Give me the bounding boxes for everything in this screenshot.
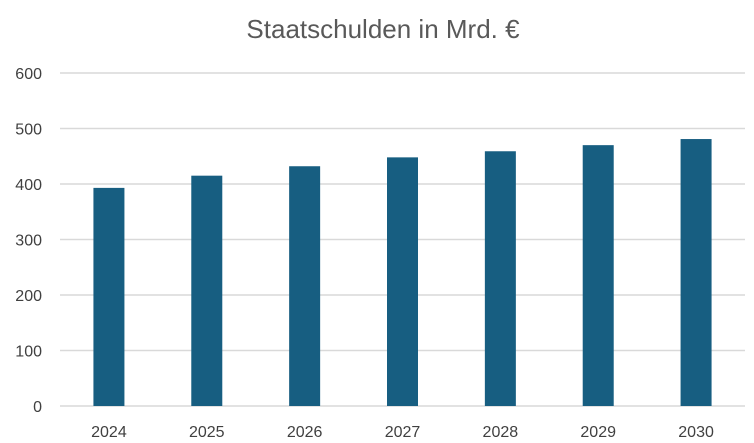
bars: [93, 139, 712, 407]
x-tick-label: 2030: [678, 424, 714, 441]
x-tick-label: 2029: [580, 424, 616, 441]
x-tick-label: 2025: [189, 424, 225, 441]
x-axis-tick-labels: 2024 2025 2026 2027 2028 2029 2030: [91, 424, 714, 441]
y-tick-label: 200: [15, 288, 42, 305]
y-tick-label: 0: [33, 399, 42, 416]
bar-2029: [582, 145, 614, 406]
x-tick-label: 2028: [483, 424, 519, 441]
bar-2026: [289, 166, 321, 406]
y-tick-label: 600: [15, 66, 42, 83]
x-tick-label: 2024: [91, 424, 127, 441]
bar-2025: [191, 175, 223, 406]
bar-2024: [93, 187, 125, 406]
y-axis-tick-labels: 0 100 200 300 400 500 600: [15, 66, 42, 416]
y-tick-label: 500: [15, 122, 42, 139]
bar-2027: [387, 157, 418, 406]
x-tick-label: 2026: [287, 424, 323, 441]
x-tick-label: 2027: [385, 424, 421, 441]
y-tick-label: 100: [15, 344, 42, 361]
bar-2030: [680, 139, 712, 407]
bar-2028: [484, 151, 516, 406]
y-tick-label: 400: [15, 177, 42, 194]
y-tick-label: 300: [15, 233, 42, 250]
chart-title: Staatschulden in Mrd. €: [246, 14, 520, 44]
